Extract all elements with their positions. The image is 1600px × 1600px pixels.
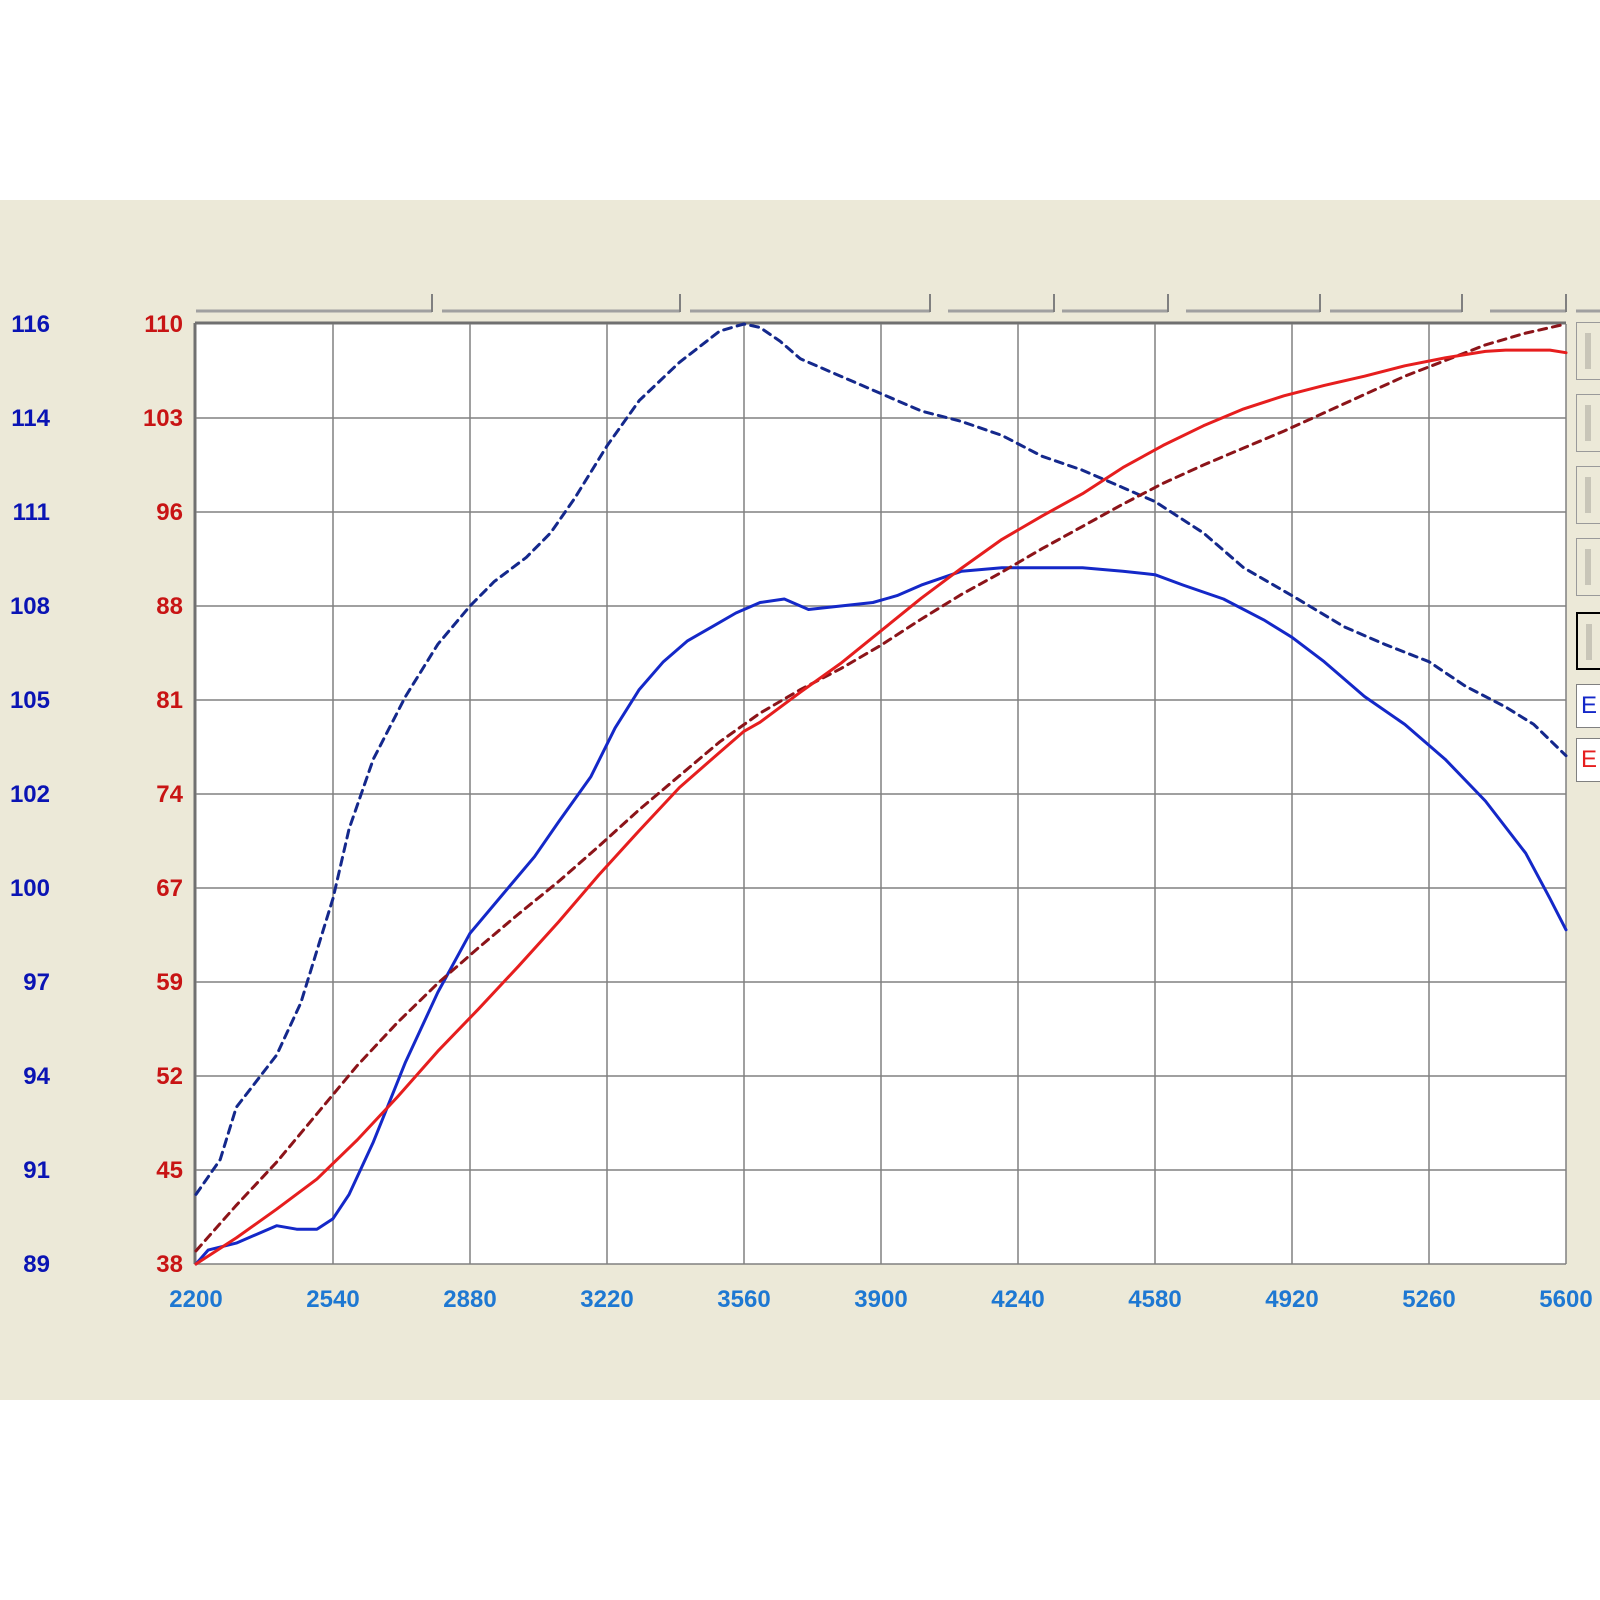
- x-tick-label: 3900: [854, 1286, 907, 1313]
- y-right-tick-label: 96: [156, 499, 183, 526]
- y-left-tick-label: 108: [10, 593, 50, 620]
- y-left-tick-label: 114: [11, 405, 50, 432]
- y-right-tick-label: 74: [156, 781, 183, 808]
- side-button-1[interactable]: [1576, 322, 1600, 380]
- x-tick-label: 5260: [1402, 1286, 1455, 1313]
- x-tick-label: 4240: [991, 1286, 1044, 1313]
- x-tick-label: 2540: [306, 1286, 359, 1313]
- y-right-tick-label: 52: [156, 1063, 183, 1090]
- x-tick-label: 4580: [1128, 1286, 1181, 1313]
- y-right-tick-label: 59: [156, 969, 183, 996]
- series-line-right-solid: [194, 348, 1568, 1266]
- y-right-tick-label: 45: [156, 1157, 183, 1184]
- x-tick-label: 3560: [717, 1286, 770, 1313]
- y-left-tick-label: 102: [10, 781, 50, 808]
- x-tick-label: 2200: [169, 1286, 222, 1313]
- y-left-tick-label: 105: [10, 687, 50, 714]
- y-left-tick-label: 97: [23, 969, 50, 996]
- y-left-tick-label: 116: [11, 311, 50, 338]
- y-right-tick-label: 38: [156, 1251, 183, 1278]
- y-right-tick-label: 67: [156, 875, 183, 902]
- x-tick-label: 3220: [580, 1286, 633, 1313]
- y-right-tick-label: 103: [143, 405, 183, 432]
- y-left-tick-label: 100: [10, 875, 50, 902]
- x-tick-label: 2880: [443, 1286, 496, 1313]
- side-button-5[interactable]: [1576, 612, 1600, 670]
- y-right-tick-label: 110: [144, 311, 183, 338]
- series-line-right-dashed: [194, 322, 1568, 1253]
- y-left-tick-label: 91: [23, 1157, 50, 1184]
- side-button-3[interactable]: [1576, 466, 1600, 524]
- x-tick-label: 4920: [1265, 1286, 1318, 1313]
- y-right-tick-label: 88: [156, 593, 183, 620]
- y-left-tick-label: 111: [13, 499, 50, 526]
- y-left-tick-label: 94: [23, 1063, 50, 1090]
- side-button-2[interactable]: [1576, 394, 1600, 452]
- legend-box-blue[interactable]: E: [1576, 684, 1600, 728]
- side-button-4[interactable]: [1576, 538, 1600, 596]
- y-right-tick-label: 81: [156, 687, 183, 714]
- y-left-tick-label: 89: [23, 1251, 50, 1278]
- x-tick-label: 5600: [1539, 1286, 1592, 1313]
- legend-box-red[interactable]: E: [1576, 738, 1600, 782]
- series-line-left-solid: [194, 566, 1568, 1266]
- series-line-left-dashed: [194, 322, 1568, 1196]
